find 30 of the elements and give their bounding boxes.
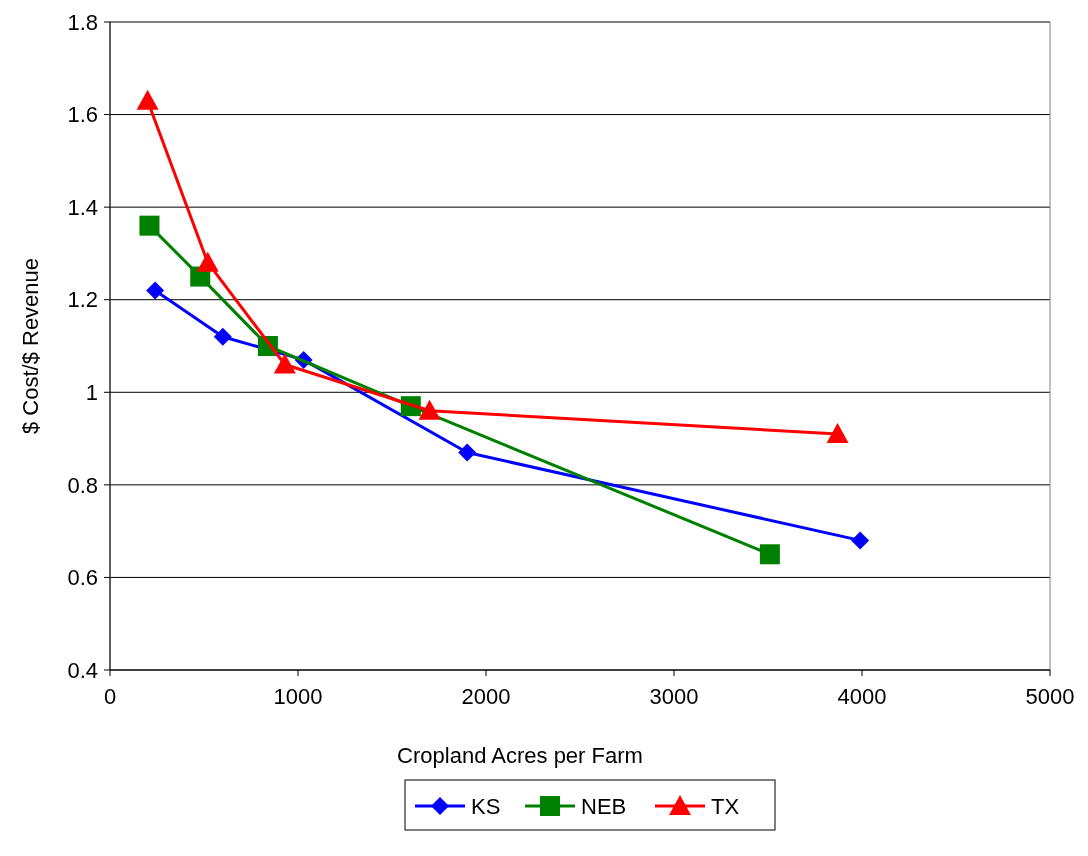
x-tick-label: 2000 [461, 684, 511, 709]
y-tick-label: 1.2 [67, 287, 98, 313]
point [139, 215, 160, 236]
y-axis-title: $ Cost/$ Revenue [18, 257, 43, 435]
legend-label: TX [711, 793, 740, 819]
point [759, 544, 780, 565]
point [196, 251, 219, 272]
x-tick-label: 4000 [837, 684, 887, 709]
point [851, 531, 870, 550]
y-tick-label: 0.6 [67, 565, 98, 591]
x-tick-label: 5000 [1025, 684, 1075, 709]
x-tick-label: 1000 [273, 684, 323, 709]
legend-label: KS [471, 793, 501, 819]
y-tick-label: 1 [85, 379, 98, 405]
point [213, 327, 232, 346]
y-tick-label: 1.4 [67, 194, 98, 220]
point [826, 422, 849, 443]
y-tick-label: 1.8 [67, 9, 98, 35]
y-tick-label: 0.4 [67, 657, 98, 683]
x-axis-title: Cropland Acres per Farm [397, 743, 643, 768]
point [146, 281, 165, 300]
point [273, 353, 296, 374]
x-tick-label: 0 [103, 684, 117, 709]
point [418, 399, 441, 420]
legend-label: NEB [581, 793, 627, 819]
point [136, 89, 159, 110]
y-tick-label: 1.6 [67, 102, 98, 128]
x-tick-label: 3000 [649, 684, 699, 709]
point [458, 443, 477, 462]
y-tick-label: 0.8 [67, 472, 98, 498]
